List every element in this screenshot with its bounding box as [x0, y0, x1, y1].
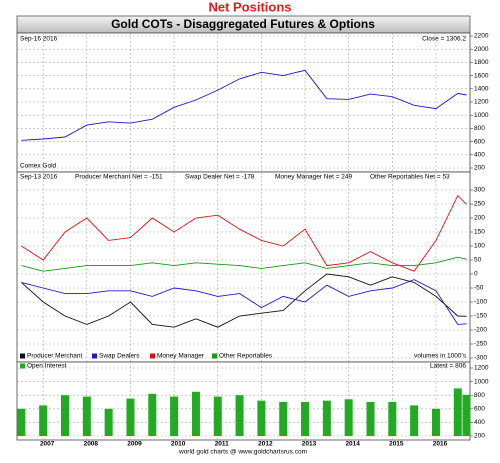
- y-tick-label: 1600: [474, 72, 489, 79]
- y-tick-label: 2000: [474, 46, 489, 53]
- note: volumes in 1000's: [414, 353, 467, 360]
- y-tick-label: 100: [474, 243, 485, 250]
- y-tick-label: 1000: [474, 378, 489, 385]
- legend-swatch: [20, 353, 25, 359]
- y-tick-label: 600: [474, 406, 485, 413]
- x-tick-label: 2012: [258, 441, 273, 448]
- bar: [366, 402, 375, 436]
- y-tick-label: 1400: [474, 86, 489, 93]
- series-line: [21, 256, 467, 272]
- bar: [453, 388, 462, 436]
- bar: [39, 405, 48, 436]
- annotation: Swap Dealer Net = -178: [185, 174, 255, 181]
- annotation: Comex Gold: [20, 163, 57, 170]
- annotation: Sep-16 2016: [20, 36, 58, 43]
- y-tick-label: 1200: [474, 99, 489, 106]
- bar: [462, 394, 471, 436]
- x-tick-label: 2008: [84, 441, 99, 448]
- bar: [61, 395, 70, 436]
- y-tick-label: -300: [474, 355, 487, 362]
- y-tick-label: -50: [474, 285, 484, 292]
- footer: world gold charts @ www.goldchartsrus.co…: [178, 449, 307, 456]
- y-tick-label: 800: [474, 125, 485, 132]
- legend-label: Producer Merchant: [27, 353, 82, 360]
- y-tick-label: 400: [474, 152, 485, 159]
- bar: [257, 400, 266, 436]
- series-line: [21, 279, 467, 325]
- legend-swatch: [92, 353, 97, 359]
- page-title: Net Positions: [208, 0, 291, 14]
- panel: [16, 171, 471, 363]
- x-tick-label: 2009: [127, 441, 142, 448]
- bar: [191, 391, 200, 436]
- y-tick-label: 300: [474, 187, 485, 194]
- legend-swatch: [212, 353, 217, 359]
- bar: [126, 398, 135, 436]
- series-line: [21, 69, 467, 141]
- panel: [16, 32, 471, 173]
- bar: [104, 408, 113, 436]
- legend-label: Swap Dealers: [99, 353, 140, 360]
- annotation: Sep-13 2016: [20, 174, 58, 181]
- annotation: Other Reportables Net = 53: [370, 174, 450, 181]
- bar: [322, 400, 331, 436]
- x-tick-label: 2013: [302, 441, 317, 448]
- y-tick-label: 400: [474, 419, 485, 426]
- bar: [279, 402, 288, 436]
- y-tick-label: 1800: [474, 59, 489, 66]
- series-line: [21, 273, 467, 328]
- y-tick-label: 2200: [474, 33, 489, 40]
- bar: [344, 399, 353, 436]
- annotation: Producer Merchant Net = -151: [75, 174, 163, 181]
- y-tick-label: -250: [474, 341, 487, 348]
- header-title: Gold COTs - Disaggregated Futures & Opti…: [111, 17, 375, 31]
- y-tick-label: 250: [474, 201, 485, 208]
- bar: [388, 402, 397, 436]
- bar: [17, 408, 26, 436]
- y-tick-label: 200: [474, 433, 485, 440]
- y-tick-label: 200: [474, 165, 485, 172]
- x-tick-label: 2011: [215, 441, 229, 448]
- y-tick-label: 50: [474, 257, 482, 264]
- y-tick-label: 1200: [474, 365, 489, 372]
- y-tick-label: 200: [474, 215, 485, 222]
- x-tick-label: 2016: [433, 441, 448, 448]
- bar: [410, 405, 419, 436]
- y-tick-label: 1000: [474, 112, 489, 119]
- x-tick-label: 2014: [345, 441, 360, 448]
- bar: [148, 393, 157, 436]
- x-tick-label: 2015: [389, 441, 404, 448]
- legend-label: Open Interest: [27, 363, 67, 370]
- y-tick-label: -200: [474, 327, 487, 334]
- legend-label: Other Reportables: [219, 353, 273, 360]
- x-tick-label: 2007: [40, 441, 55, 448]
- series-line: [21, 194, 467, 272]
- legend-swatch: [150, 353, 155, 359]
- legend-label: Money Manager: [157, 353, 205, 360]
- y-tick-label: 600: [474, 138, 485, 145]
- y-tick-label: 0: [474, 271, 478, 278]
- annotation: Money Manager Net = 249: [275, 174, 353, 181]
- y-tick-label: 150: [474, 229, 485, 236]
- annotation: Close = 1306.2: [422, 36, 466, 43]
- bar: [431, 408, 440, 436]
- bar: [213, 396, 222, 436]
- bar: [82, 396, 91, 436]
- y-tick-label: 800: [474, 392, 485, 399]
- bar: [235, 395, 244, 436]
- annotation: Latest = 806: [430, 363, 466, 370]
- y-tick-label: -150: [474, 313, 487, 320]
- x-tick-label: 2010: [171, 441, 186, 448]
- y-tick-label: -100: [474, 299, 487, 306]
- legend-swatch: [20, 363, 25, 369]
- bar: [301, 402, 310, 436]
- bar: [170, 396, 179, 436]
